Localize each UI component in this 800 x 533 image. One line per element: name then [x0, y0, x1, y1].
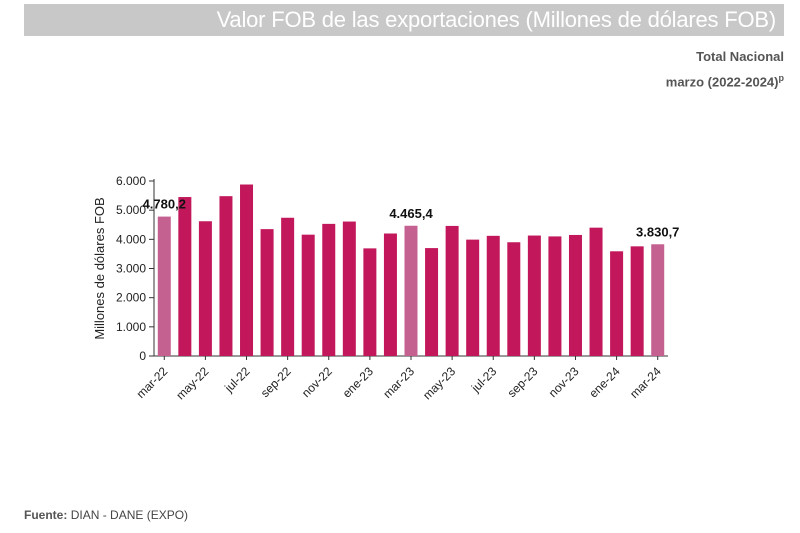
bar-ene-23	[363, 248, 377, 356]
bar-feb-23	[383, 233, 397, 356]
bar-ene-24	[610, 251, 624, 356]
y-tick-label: 6.000	[116, 174, 146, 188]
x-tick-label-may-23: may-23	[420, 364, 458, 402]
bar-jun-22	[219, 196, 233, 356]
bar-nov-23	[568, 234, 582, 356]
bar-may-22	[198, 221, 212, 356]
bar-abr-22	[178, 197, 192, 356]
y-tick-label: 0	[139, 349, 146, 363]
source-text: DIAN - DANE (EXPO)	[70, 508, 189, 522]
chart-title: Valor FOB de las exportaciones (Millones…	[216, 7, 777, 32]
x-tick-label-sep-22: sep-22	[258, 364, 294, 400]
x-tick-label-sep-23: sep-23	[505, 364, 541, 400]
data-label-mar-23: 4.465,4	[389, 206, 433, 221]
provisional-mark: p	[778, 73, 785, 83]
bar-sep-23	[527, 235, 541, 356]
y-tick-label: 3.000	[116, 262, 146, 276]
subtitle-period-text: marzo (2022-2024)	[665, 74, 779, 90]
x-tick-label-ene-23: ene-23	[340, 364, 377, 401]
y-tick-label: 1.000	[116, 320, 146, 334]
x-tick-label-jul-23: jul-23	[468, 364, 500, 396]
bar-jul-23	[486, 235, 500, 356]
x-tick-label-jul-22: jul-22	[221, 364, 253, 396]
bar-oct-23	[548, 236, 562, 356]
x-tick-label-mar-22: mar-22	[134, 364, 171, 401]
x-tick-label-may-22: may-22	[173, 364, 211, 402]
bar-ago-22	[260, 229, 274, 356]
bar-chart: 0 1.000 2.000 3.000 4.000 5.000 6.000 Millones …	[92, 174, 679, 402]
x-tick-label-nov-23: nov-23	[546, 364, 582, 400]
bar-dic-23	[589, 227, 603, 356]
bar-mar-22	[157, 216, 171, 356]
y-tick-label: 2.000	[116, 291, 146, 305]
bar-dic-22	[342, 221, 356, 356]
bar-nov-22	[322, 223, 336, 356]
x-tick-label-ene-24: ene-24	[586, 364, 623, 401]
x-tick-label-mar-24: mar-24	[627, 364, 664, 401]
y-axis-title: Millones de dólares FOB	[92, 197, 107, 339]
bar-mar-24	[651, 244, 665, 356]
bar-jul-22	[240, 184, 254, 356]
bar-oct-22	[301, 234, 315, 356]
bar-may-23	[445, 225, 459, 356]
subtitle-period: marzo (2022-2024)p	[666, 73, 784, 89]
bar-sep-22	[281, 217, 295, 356]
y-tick-label: 5.000	[116, 203, 146, 217]
bar-abr-23	[425, 248, 439, 356]
data-label-mar-24: 3.830,7	[636, 224, 679, 239]
bar-feb-24	[630, 246, 644, 356]
source-label: Fuente:	[24, 508, 68, 522]
x-tick-label-nov-22: nov-22	[299, 364, 335, 400]
x-tick-label-mar-23: mar-23	[380, 364, 417, 401]
y-tick-label: 4.000	[116, 232, 146, 246]
bar-ago-23	[507, 242, 521, 356]
bar-jun-23	[466, 239, 480, 356]
bar-mar-23	[404, 225, 418, 356]
subtitle-region: Total Nacional	[696, 49, 784, 64]
title-bar: Valor FOB de las exportaciones (Millones…	[24, 4, 784, 36]
data-label-mar-22: 4.780,2	[143, 197, 186, 212]
source-note: Fuente: DIAN - DANE (EXPO)	[24, 508, 188, 522]
